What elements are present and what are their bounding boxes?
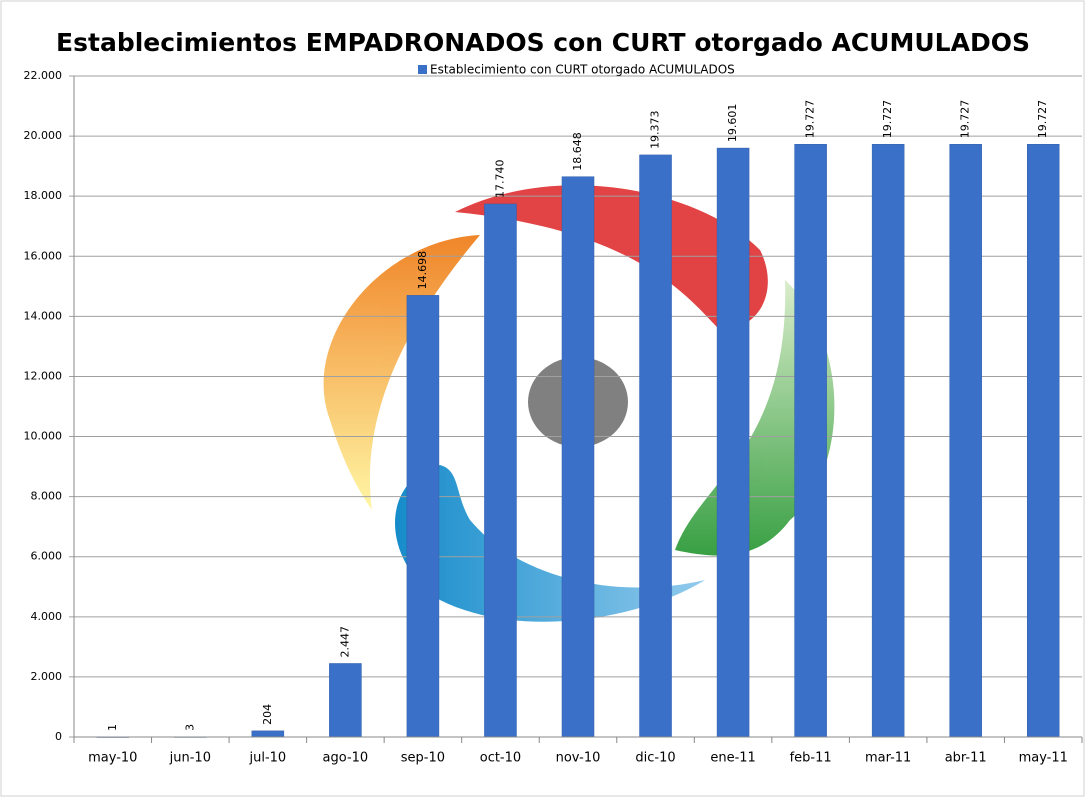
bar (950, 144, 982, 737)
value-label: 19.601 (726, 104, 739, 143)
value-label: 2.447 (338, 626, 351, 658)
x-tick-label: mar-11 (865, 751, 911, 766)
chart: Establecimientos EMPADRONADOS con CURT o… (0, 0, 1086, 798)
y-tick-label: 10.000 (24, 430, 63, 443)
x-tick-label: jul-10 (248, 751, 286, 766)
chart-title: Establecimientos EMPADRONADOS con CURT o… (56, 28, 1030, 57)
bar (329, 663, 361, 737)
bar (1027, 144, 1059, 737)
value-label: 19.727 (881, 100, 894, 139)
value-label: 19.373 (649, 110, 662, 149)
y-tick-label: 18.000 (24, 189, 63, 202)
value-label: 204 (261, 704, 274, 725)
x-tick-label: sep-10 (401, 751, 445, 766)
legend-swatch (418, 65, 427, 74)
legend-label: Establecimiento con CURT otorgado ACUMUL… (430, 63, 735, 77)
y-tick-label: 0 (55, 730, 62, 743)
x-tick-label: ago-10 (323, 751, 369, 766)
x-tick-label: ene-11 (710, 751, 755, 766)
bar (562, 177, 594, 737)
bar (717, 148, 749, 737)
bar (252, 731, 284, 737)
bar (872, 144, 904, 737)
x-tick-label: oct-10 (480, 751, 521, 766)
x-tick-label: may-10 (88, 751, 137, 766)
bar (640, 155, 672, 737)
value-label: 18.648 (571, 132, 584, 171)
value-label: 19.727 (804, 100, 817, 139)
value-label: 14.698 (416, 251, 429, 290)
y-tick-label: 14.000 (24, 309, 63, 322)
bar (407, 295, 439, 737)
y-tick-label: 16.000 (24, 249, 63, 262)
y-tick-label: 4.000 (31, 610, 63, 623)
y-tick-label: 2.000 (31, 670, 63, 683)
x-tick-label: nov-10 (556, 751, 601, 766)
x-tick-label: may-11 (1019, 751, 1068, 766)
x-tick-label: abr-11 (945, 751, 987, 766)
x-tick-label: dic-10 (635, 751, 675, 766)
x-tick-label: feb-11 (790, 751, 832, 766)
y-tick-label: 8.000 (31, 490, 63, 503)
value-label: 19.727 (1036, 100, 1049, 139)
value-label: 17.740 (493, 159, 506, 198)
value-label: 19.727 (959, 100, 972, 139)
page: Establecimientos EMPADRONADOS con CURT o… (0, 0, 1086, 798)
x-tick-label: jun-10 (169, 751, 211, 766)
y-tick-label: 20.000 (24, 129, 63, 142)
y-tick-label: 12.000 (24, 369, 63, 382)
bar (795, 144, 827, 737)
y-tick-label: 22.000 (24, 69, 63, 82)
value-label: 1 (106, 724, 119, 731)
y-tick-label: 6.000 (31, 550, 63, 563)
bar (484, 204, 516, 737)
value-label: 3 (183, 724, 196, 731)
